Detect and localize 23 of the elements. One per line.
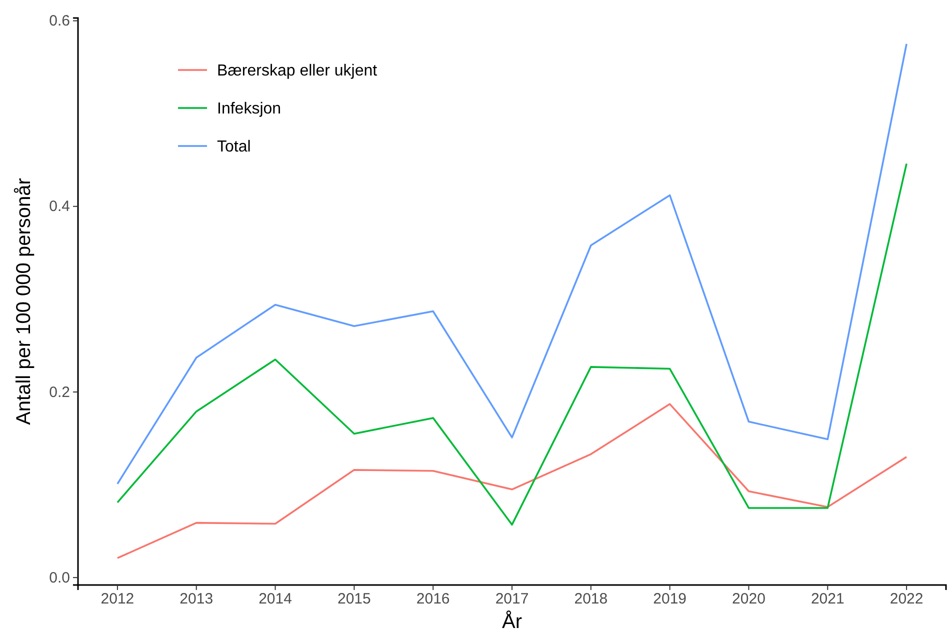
x-axis-title: År — [502, 610, 522, 632]
x-tick-label: 2022 — [890, 590, 924, 608]
x-tick-label: 2015 — [337, 590, 371, 608]
x-tick-label: 2017 — [495, 590, 529, 608]
y-tick-label: 0.2 — [49, 384, 70, 401]
y-tick-label: 0.6 — [49, 12, 70, 30]
line-series — [116, 43, 908, 485]
x-tick-label: 2019 — [653, 590, 687, 608]
x-tick-label: 2021 — [810, 590, 844, 608]
x-tick-label: 2014 — [258, 590, 292, 608]
legend-label: Bærerskap eller ukjent — [217, 62, 378, 80]
line-series — [116, 162, 908, 526]
line-series — [116, 403, 908, 559]
x-tick-label: 2013 — [180, 590, 214, 608]
y-tick-label: 0.4 — [49, 198, 70, 216]
legend-label: Total — [217, 138, 251, 156]
y-axis-title: Antall per 100 000 personår — [13, 178, 35, 425]
x-tick-label: 2018 — [574, 590, 608, 608]
x-tick-label: 2020 — [732, 590, 766, 608]
y-tick-label: 0.0 — [49, 569, 70, 586]
legend-label: Infeksjon — [217, 100, 282, 118]
x-tick-label: 2016 — [416, 590, 450, 608]
x-tick-label: 2012 — [100, 590, 134, 608]
